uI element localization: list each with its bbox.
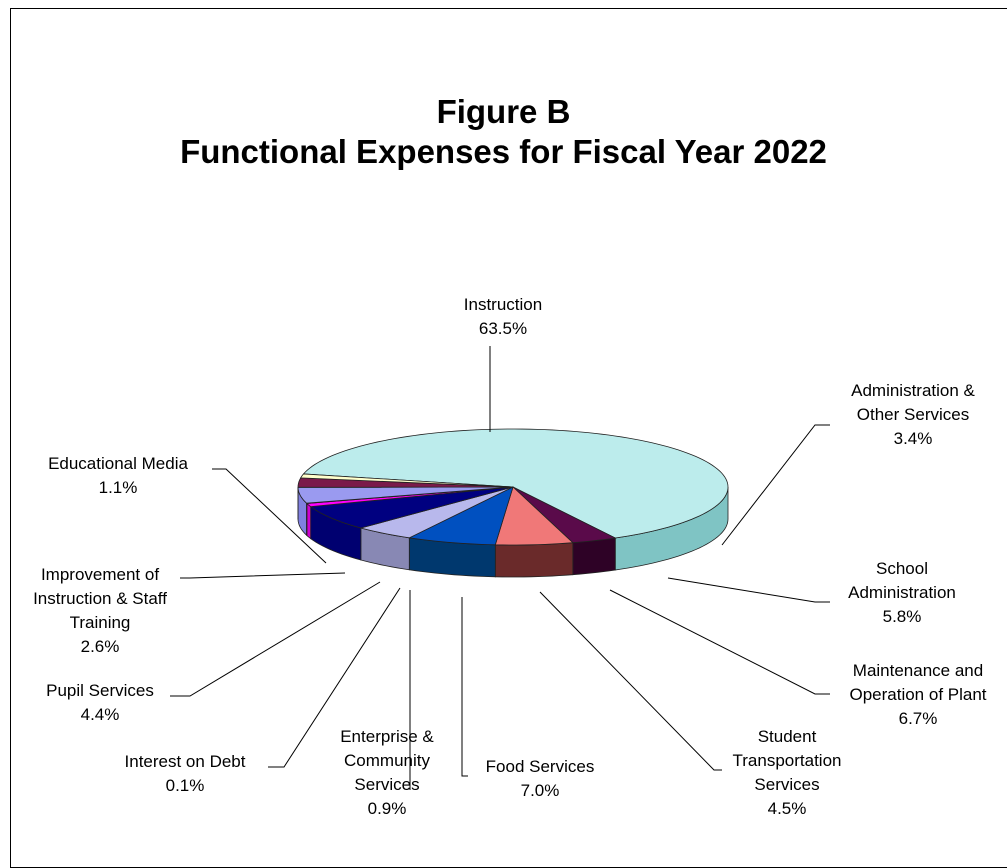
slice-label: Enterprise & — [340, 727, 434, 746]
slice-label: Community — [344, 751, 430, 770]
slice-label: Training — [70, 613, 131, 632]
leader-line — [722, 425, 830, 545]
slice-label-group: School Administration 5.8% — [848, 559, 956, 626]
slice-value-label: 5.8% — [883, 607, 922, 626]
slice-label: Food Services — [486, 757, 595, 776]
slice-label-group: Enterprise & Community Services 0.9% — [340, 727, 434, 818]
slice-value-label: 2.6% — [81, 637, 120, 656]
slice-label-group: Food Services 7.0% — [486, 757, 595, 800]
slice-label: Administration — [848, 583, 956, 602]
slice-label: Other Services — [857, 405, 969, 424]
slice-value-label: 4.4% — [81, 705, 120, 724]
slice-value-label: 63.5% — [479, 319, 527, 338]
leader-line — [668, 578, 830, 602]
slice-label-group: Maintenance and Operation of Plant 6.7% — [849, 661, 986, 728]
pie-slice-side — [573, 538, 615, 575]
slice-value-label: 6.7% — [899, 709, 938, 728]
slice-label: Student — [758, 727, 817, 746]
slice-label: Improvement of — [41, 565, 159, 584]
slice-label-group: Educational Media 1.1% — [48, 454, 188, 497]
slice-value-label: 7.0% — [521, 781, 560, 800]
slice-value-label: 1.1% — [99, 478, 138, 497]
slice-value-label: 0.1% — [166, 776, 205, 795]
slice-label: Operation of Plant — [849, 685, 986, 704]
slice-label: Services — [354, 775, 419, 794]
slice-label: Instruction — [464, 295, 542, 314]
leader-line — [540, 592, 722, 770]
pie-slice-side — [307, 503, 311, 538]
leader-line — [180, 573, 345, 578]
leader-line — [462, 597, 468, 776]
pie-slice-side — [495, 543, 573, 577]
slice-value-label: 3.4% — [894, 429, 933, 448]
slice-label: Administration & — [851, 381, 975, 400]
slice-label: School — [876, 559, 928, 578]
leader-line — [170, 582, 380, 696]
slice-value-label: 4.5% — [768, 799, 807, 818]
slice-label: Instruction & Staff — [33, 589, 167, 608]
pie-chart: Instruction 63.5% Administration & Other Se… — [0, 0, 1007, 845]
slice-label-group: Instruction 63.5% — [464, 295, 542, 338]
slice-label: Services — [754, 775, 819, 794]
leader-line — [610, 590, 830, 694]
slice-label-group: Interest on Debt 0.1% — [125, 752, 246, 795]
slice-label-group: Improvement of Instruction & Staff Trainin… — [33, 565, 167, 656]
slice-value-label: 0.9% — [368, 799, 407, 818]
slice-label: Pupil Services — [46, 681, 154, 700]
slice-label: Interest on Debt — [125, 752, 246, 771]
slice-label-group: Student Transportation Services 4.5% — [733, 727, 842, 818]
slice-label: Educational Media — [48, 454, 188, 473]
slice-label-group: Administration & Other Services 3.4% — [851, 381, 975, 448]
slice-label: Maintenance and — [853, 661, 983, 680]
slice-label: Transportation — [733, 751, 842, 770]
slice-label-group: Pupil Services 4.4% — [46, 681, 154, 724]
